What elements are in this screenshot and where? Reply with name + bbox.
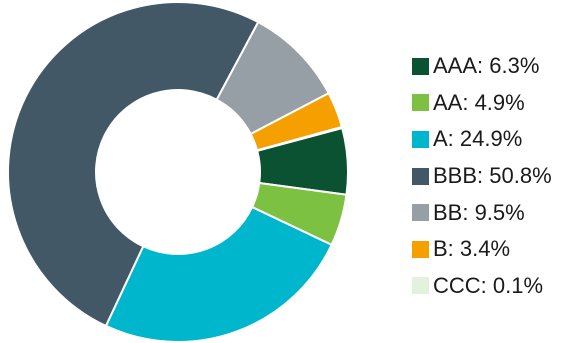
legend-item-aaa: AAA: 6.3% bbox=[412, 48, 552, 85]
legend-label-aa: AA: 4.9% bbox=[433, 89, 525, 115]
legend-label-ccc: CCC: 0.1% bbox=[433, 272, 544, 298]
donut-slices bbox=[7, 1, 349, 343]
legend-label-aaa: AAA: 6.3% bbox=[433, 53, 540, 79]
donut-plot-area bbox=[7, 1, 349, 343]
legend-label-a: A: 24.9% bbox=[433, 126, 523, 152]
legend-item-b: B: 3.4% bbox=[412, 231, 552, 268]
legend-item-aa: AA: 4.9% bbox=[412, 85, 552, 122]
slice-bbb bbox=[7, 1, 260, 328]
legend-label-bb: BB: 9.5% bbox=[433, 199, 525, 225]
legend-label-b: B: 3.4% bbox=[433, 236, 511, 262]
legend-item-ccc: CCC: 0.1% bbox=[412, 268, 552, 305]
legend-item-bb: BB: 9.5% bbox=[412, 194, 552, 231]
legend-swatch-bbb bbox=[412, 167, 429, 185]
legend-swatch-bb bbox=[412, 204, 429, 222]
legend-swatch-ccc bbox=[412, 277, 429, 295]
chart-legend: AAA: 6.3% AA: 4.9% A: 24.9% BBB: 50.8% B… bbox=[412, 48, 552, 304]
legend-item-a: A: 24.9% bbox=[412, 121, 552, 158]
legend-swatch-aa bbox=[412, 94, 429, 112]
legend-swatch-aaa bbox=[412, 57, 429, 75]
legend-item-bbb: BBB: 50.8% bbox=[412, 158, 552, 195]
legend-swatch-a bbox=[412, 130, 429, 148]
legend-label-bbb: BBB: 50.8% bbox=[433, 163, 552, 189]
legend-swatch-b bbox=[412, 240, 429, 258]
slice-a bbox=[104, 205, 333, 343]
slice-ccc bbox=[255, 125, 344, 153]
